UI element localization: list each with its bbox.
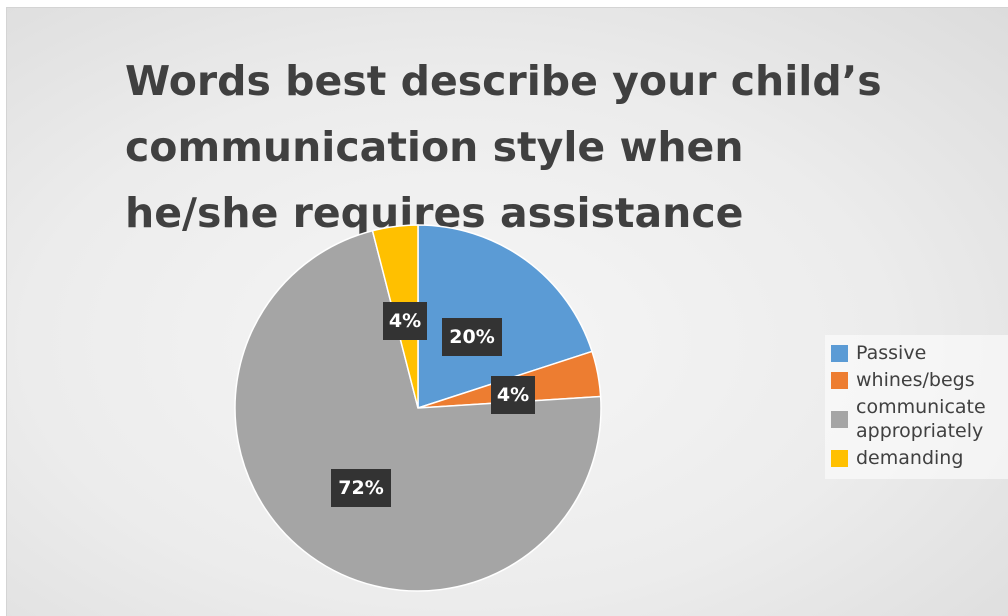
data-label-group: 72% xyxy=(331,469,391,507)
chart-title: Words best describe your child’s communi… xyxy=(125,57,882,237)
legend-label: demanding xyxy=(856,447,964,469)
data-label-group: 4% xyxy=(491,376,535,414)
legend-swatch xyxy=(831,410,848,428)
legend-swatch xyxy=(831,449,848,467)
pie-slice-communicate-appropriately xyxy=(234,229,602,592)
legend-label: communicate appropriately xyxy=(856,396,986,442)
data-label-box xyxy=(331,469,391,507)
legend-label: whines/begs xyxy=(856,369,975,391)
data-label: 20% xyxy=(449,326,494,348)
data-label: 72% xyxy=(338,477,383,499)
data-label-box xyxy=(491,376,535,414)
data-label: 4% xyxy=(389,310,421,332)
chart-area: Words best describe your child’s communi… xyxy=(6,7,1008,616)
legend-item: demanding xyxy=(831,446,1008,470)
data-label-box xyxy=(442,318,502,356)
legend-swatch xyxy=(831,371,848,389)
data-label-group: 4% xyxy=(383,302,427,340)
data-label-box xyxy=(383,302,427,340)
legend-label: Passive xyxy=(856,342,927,364)
legend-item: whines/begs xyxy=(831,368,1008,392)
data-label-group: 20% xyxy=(442,318,502,356)
pie-slice-passive xyxy=(417,224,593,410)
legend-item: Passive xyxy=(831,341,1008,365)
legend-swatch xyxy=(831,344,848,362)
legend-item: communicate appropriately xyxy=(831,395,1008,443)
pie-chart: 20% 4% 72% 4% xyxy=(234,224,602,592)
legend: Passive whines/begs communicate appropriat… xyxy=(825,335,1008,479)
data-label: 4% xyxy=(497,384,529,406)
